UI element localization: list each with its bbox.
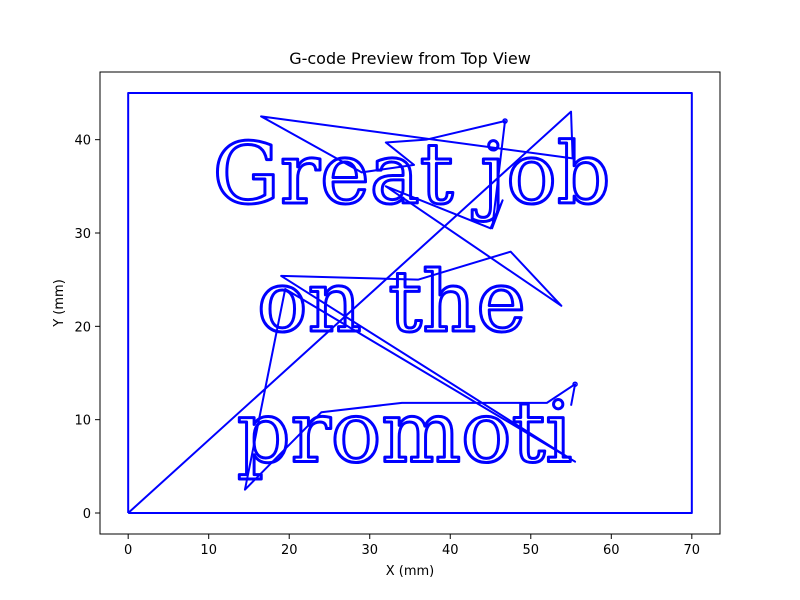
text-path-2: on the — [257, 253, 526, 351]
x-tick-label: 60 — [603, 543, 620, 558]
y-axis: 0 10 20 30 40 — [74, 134, 100, 522]
x-tick-label: 70 — [684, 543, 701, 558]
y-tick-label: 0 — [83, 507, 91, 522]
x-tick-label: 0 — [124, 543, 132, 558]
x-tick-label: 30 — [361, 543, 378, 558]
x-axis-label: X (mm) — [386, 564, 435, 579]
y-tick-label: 40 — [74, 134, 91, 149]
y-tick-label: 10 — [74, 414, 91, 429]
y-tick-label: 20 — [74, 320, 91, 335]
chart-title: G-code Preview from Top View — [289, 49, 531, 68]
x-tick-label: 40 — [442, 543, 459, 558]
gcode-series — [127, 92, 693, 514]
toolpath-marker-1 — [502, 118, 508, 124]
y-tick-label: 30 — [74, 227, 91, 242]
y-axis-label: Y (mm) — [52, 279, 67, 328]
series-line-2 — [127, 110, 577, 514]
toolpath-marker-2 — [572, 381, 578, 387]
x-tick-label: 50 — [523, 543, 540, 558]
x-tick-label: 20 — [281, 543, 298, 558]
x-tick-label: 10 — [200, 543, 217, 558]
text-path-3: promoti — [237, 384, 572, 482]
series-line-1 — [127, 92, 693, 514]
plot-frame — [99, 71, 721, 535]
x-axis: 0 10 20 30 40 50 60 70 — [124, 534, 700, 558]
